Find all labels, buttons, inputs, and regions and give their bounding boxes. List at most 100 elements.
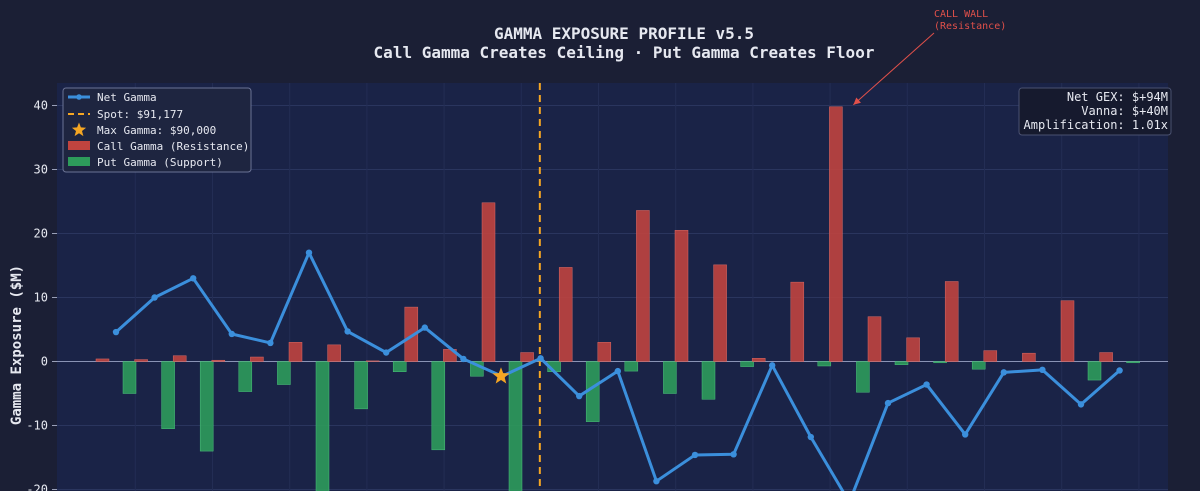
put-gamma-bar <box>933 361 947 364</box>
y-tick-label: 20 <box>34 227 48 241</box>
chart-title: GAMMA EXPOSURE PROFILE v5.5 <box>494 24 754 43</box>
call-gamma-bar <box>172 355 187 362</box>
y-axis-ticks: -20 -10 0 10 20 30 40 <box>26 99 57 491</box>
net-gamma-point <box>962 431 969 438</box>
put-gamma-bar <box>161 361 175 429</box>
net-gamma-point <box>1116 367 1123 374</box>
y-tick-label: 0 <box>41 355 48 369</box>
net-gamma-point <box>576 392 583 400</box>
put-gamma-bar <box>856 361 870 393</box>
net-gamma-point <box>460 355 467 363</box>
net-gamma-point <box>730 451 737 458</box>
call-gamma-bar <box>983 350 998 362</box>
max-gamma-star <box>492 367 510 384</box>
call-gamma-bar <box>558 267 573 362</box>
call-wall-subtitle: (Resistance) <box>934 21 1006 32</box>
net-gamma-point <box>228 330 235 338</box>
net-gamma-point <box>383 349 390 356</box>
call-gamma-bar <box>713 264 727 362</box>
put-gamma-bar <box>392 361 407 372</box>
stats-box: Net GEX: $+94M Vanna: $+40M Amplificatio… <box>1018 87 1172 136</box>
amplification-text: Amplification: 1.01x <box>1024 118 1169 132</box>
net-gamma-point <box>614 367 621 375</box>
legend-net-marker <box>76 94 82 100</box>
call-wall-arrow <box>853 32 935 106</box>
call-gamma-bar <box>867 316 882 362</box>
net-gamma-point <box>923 381 930 388</box>
put-gamma-bar <box>740 361 754 367</box>
put-gamma-bar <box>894 361 909 365</box>
call-gamma-bar <box>790 281 805 362</box>
call-gamma-bar <box>481 202 496 362</box>
call-gamma-bar <box>751 358 766 362</box>
net-gamma-point <box>884 399 892 407</box>
put-gamma-bar <box>238 361 253 392</box>
put-gamma-bar <box>971 361 986 370</box>
put-gamma-bar <box>701 361 716 400</box>
put-gamma-bar <box>277 361 291 385</box>
call-gamma-bar <box>1099 352 1113 362</box>
net-gamma-point <box>1000 369 1007 376</box>
net-gamma-points <box>112 249 1123 485</box>
net-gamma-point <box>344 328 351 335</box>
y-tick-label: 30 <box>34 163 48 177</box>
chart-subtitle: Call Gamma Creates Ceiling · Put Gamma C… <box>374 43 875 62</box>
y-axis-label: Gamma Exposure ($M) <box>9 265 25 425</box>
call-gamma-bar <box>829 106 843 362</box>
call-gamma-bar <box>327 344 341 362</box>
y-tick-label: -10 <box>26 419 48 433</box>
put-gamma-bar <box>315 361 330 491</box>
legend-box <box>62 87 252 173</box>
y-tick-label: 10 <box>34 291 48 305</box>
call-gamma-bar <box>250 356 264 362</box>
put-gamma-bar <box>1126 361 1140 364</box>
call-gamma-bar <box>520 352 534 362</box>
call-gamma-bar <box>134 359 148 362</box>
net-gamma-point <box>151 294 158 301</box>
call-gamma-bar <box>365 360 380 362</box>
net-gamma-point <box>305 249 313 256</box>
call-gamma-bar <box>211 359 226 362</box>
legend-put-label: Put Gamma (Support) <box>97 156 223 169</box>
put-gamma-bar <box>508 361 523 491</box>
legend-max-label: Max Gamma: $90,000 <box>97 124 216 137</box>
put-gamma-bar <box>817 361 832 367</box>
legend: Net Gamma Spot: $91,177 Max Gamma: $90,0… <box>62 87 252 173</box>
net-gamma-point <box>537 355 544 362</box>
put-gamma-bar <box>354 361 368 410</box>
put-gamma-bar <box>122 361 137 394</box>
call-gamma-bar <box>597 342 612 362</box>
net-gamma-point <box>691 451 699 459</box>
call-gamma-bar <box>1022 352 1036 362</box>
bars <box>95 106 1140 491</box>
put-gamma-bar <box>431 361 446 451</box>
legend-call-swatch <box>68 141 90 150</box>
call-gamma-bar <box>288 342 303 362</box>
call-gamma-bar <box>944 281 959 362</box>
net-gex-text: Net GEX: $+94M <box>1067 90 1168 104</box>
call-gamma-bar <box>404 306 419 362</box>
put-gamma-bar <box>1087 361 1102 381</box>
call-gamma-bar <box>1060 300 1075 362</box>
put-gamma-bar <box>663 361 677 394</box>
net-gamma-point <box>807 433 814 441</box>
net-gamma-point <box>267 339 274 347</box>
call-gamma-bar <box>636 210 650 362</box>
call-gamma-bar <box>674 230 689 362</box>
net-gamma-point <box>1039 366 1046 374</box>
put-gamma-bar <box>199 361 214 452</box>
legend-star-icon <box>71 122 87 137</box>
stats-box-frame <box>1018 87 1172 136</box>
y-tick-label: -20 <box>26 483 48 491</box>
vanna-text: Vanna: $+40M <box>1081 104 1168 118</box>
call-gamma-bar <box>95 358 110 362</box>
legend-call-label: Call Gamma (Resistance) <box>97 140 249 153</box>
legend-spot-label: Spot: $91,177 <box>97 108 183 121</box>
call-wall-annotation: CALL WALL (Resistance) <box>853 9 1006 106</box>
net-gamma-point <box>769 362 776 369</box>
put-gamma-bar <box>624 361 639 372</box>
call-wall-title: CALL WALL <box>934 9 988 20</box>
net-gamma-point <box>190 275 197 282</box>
call-gamma-bar <box>906 337 920 362</box>
